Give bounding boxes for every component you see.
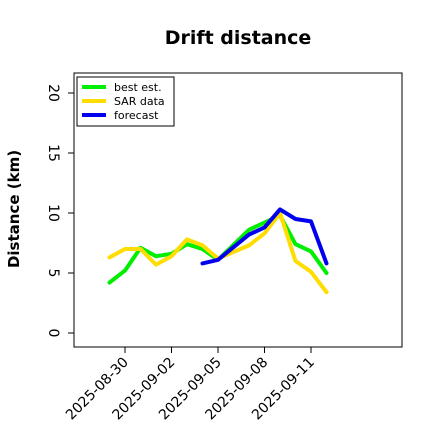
legend-label: forecast (114, 109, 159, 122)
x-axis: 2025-08-302025-09-022025-09-052025-09-08… (63, 347, 318, 423)
y-tick-label: 5 (45, 269, 61, 278)
legend-label: SAR data (114, 95, 165, 108)
legend-label: best est. (114, 81, 162, 94)
chart-title: Drift distance (165, 27, 312, 49)
series-layer (107, 207, 329, 295)
y-axis: 0 5 10 15 20 (45, 84, 74, 337)
y-tick-label: 20 (45, 84, 61, 102)
y-tick-label: 0 (45, 329, 61, 338)
plot-area-frame (73, 72, 403, 348)
series-line-2 (107, 211, 329, 295)
y-tick-label: 10 (45, 204, 61, 222)
series-line-3 (200, 207, 329, 266)
y-axis-label: Distance (km) (5, 150, 23, 268)
y-tick-label: 15 (45, 144, 61, 162)
